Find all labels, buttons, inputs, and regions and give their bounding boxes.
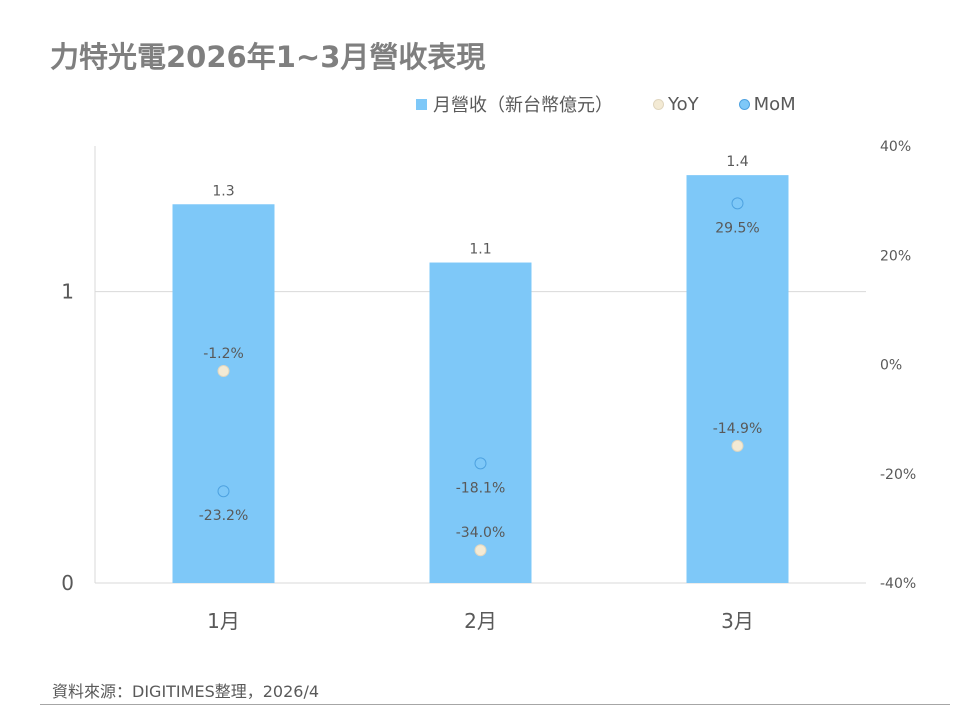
mom-value-label: 29.5% — [715, 220, 759, 236]
right-tick-label: -20% — [880, 467, 916, 483]
left-tick-label: 0 — [61, 571, 74, 595]
right-tick-label: 40% — [880, 139, 911, 155]
footer-divider — [40, 704, 950, 705]
mom-point — [731, 197, 744, 210]
category-label: 1月 — [207, 609, 240, 633]
legend-item-mom: MoM — [738, 93, 796, 115]
bar — [429, 262, 532, 583]
bar — [686, 175, 789, 583]
legend-item-yoy: YoY — [653, 94, 699, 115]
legend-swatch-revenue — [416, 98, 427, 110]
mom-value-label: -23.2% — [199, 508, 249, 524]
mom-value-label: -18.1% — [456, 480, 506, 496]
legend-swatch-yoy — [653, 98, 664, 110]
bar-value-label: 1.4 — [726, 154, 748, 170]
chart-title: 力特光電2026年1~3月營收表現 — [50, 40, 486, 74]
legend-label-yoy: YoY — [668, 93, 699, 115]
category-label: 2月 — [464, 609, 497, 633]
yoy-point — [474, 544, 487, 557]
legend-label-revenue: 月營收（新台幣億元） — [433, 95, 613, 116]
yoy-point — [731, 439, 744, 452]
yoy-point — [217, 365, 230, 378]
mom-point — [217, 485, 230, 498]
right-tick-label: -40% — [880, 576, 916, 592]
bar — [172, 204, 275, 583]
yoy-value-label: -1.2% — [203, 346, 244, 362]
legend-label-mom: MoM — [753, 93, 796, 115]
bar-value-label: 1.3 — [212, 183, 234, 199]
yoy-value-label: -14.9% — [713, 421, 763, 437]
legend: 月營收（新台幣億元） YoY MoM — [416, 92, 796, 116]
right-tick-label: 20% — [880, 248, 911, 264]
right-tick-label: 0% — [880, 358, 902, 374]
yoy-value-label: -34.0% — [456, 525, 506, 541]
left-tick-label: 1 — [61, 280, 74, 304]
mom-point — [474, 457, 487, 470]
legend-swatch-mom — [738, 98, 750, 110]
category-label: 3月 — [721, 609, 754, 633]
bar-value-label: 1.1 — [469, 242, 491, 258]
source-note: 資料來源：DIGITIMES整理，2026/4 — [52, 682, 320, 701]
legend-item-revenue: 月營收（新台幣億元） — [416, 91, 613, 117]
